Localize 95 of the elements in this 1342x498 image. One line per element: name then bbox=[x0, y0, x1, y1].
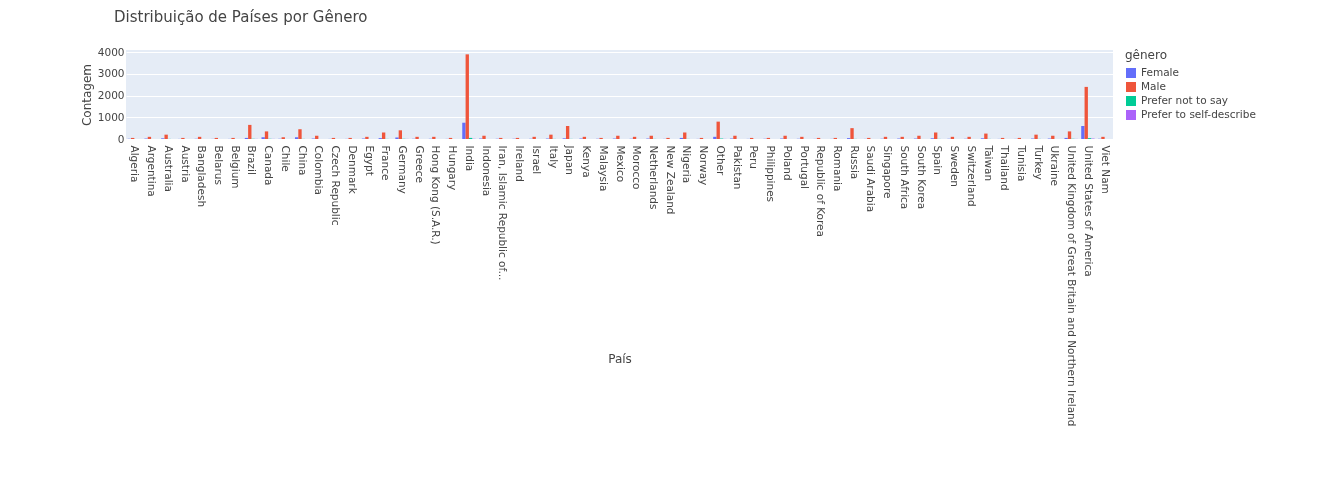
x-tick-label: Belgium bbox=[229, 145, 242, 189]
legend-label: Male bbox=[1141, 80, 1166, 92]
bar bbox=[381, 132, 386, 139]
x-tick-label: New Zealand bbox=[664, 145, 677, 215]
x-tick-label: Belarus bbox=[213, 145, 226, 185]
x-tick-label: United States of America bbox=[1082, 145, 1095, 277]
x-tick-label: South Africa bbox=[898, 145, 911, 210]
x-tick-label: Saudi Arabia bbox=[865, 145, 878, 213]
x-tick-label: Austria bbox=[179, 145, 192, 183]
bar bbox=[1101, 136, 1105, 139]
bar bbox=[713, 136, 717, 139]
legend-label: Female bbox=[1141, 66, 1179, 78]
x-tick-label: Spain bbox=[932, 145, 945, 175]
legend-label: Prefer to self-describe bbox=[1141, 108, 1256, 120]
x-tick-label: Morocco bbox=[631, 145, 644, 190]
x-tick-label: Kenya bbox=[581, 145, 594, 178]
x-tick-label: South Korea bbox=[915, 145, 928, 210]
bar bbox=[984, 133, 988, 139]
chart-title: Distribuição de Países por Gênero bbox=[114, 8, 368, 27]
x-tick-label: Chile bbox=[279, 145, 292, 172]
bar bbox=[549, 134, 553, 139]
x-tick-label: Colombia bbox=[313, 145, 326, 195]
bar bbox=[1034, 134, 1038, 139]
x-tick-label: Hungary bbox=[447, 145, 460, 191]
x-tick-label: Tunisia bbox=[1015, 144, 1028, 182]
x-tick-label: Bangladesh bbox=[196, 145, 209, 208]
bar bbox=[616, 135, 620, 139]
legend-title: gênero bbox=[1125, 48, 1167, 62]
bar bbox=[462, 122, 466, 139]
x-tick-label: Australia bbox=[162, 145, 175, 192]
bar bbox=[164, 134, 168, 139]
x-tick-label: Canada bbox=[263, 145, 276, 186]
x-tick-label: Singapore bbox=[882, 145, 895, 199]
x-tick-label: Germany bbox=[397, 145, 410, 194]
x-tick-label: China bbox=[296, 145, 309, 176]
x-tick-label: Brazil bbox=[246, 145, 259, 175]
x-tick-label: Hong Kong (S.A.R.) bbox=[430, 145, 443, 245]
bar bbox=[1084, 86, 1088, 139]
x-tick-label: Switzerland bbox=[965, 145, 978, 207]
y-tick-label: 0 bbox=[117, 132, 125, 145]
x-axis-title: País bbox=[608, 351, 632, 366]
y-tick-label: 3000 bbox=[97, 67, 125, 80]
x-tick-label: Denmark bbox=[346, 145, 359, 195]
x-tick-label: Malaysia bbox=[597, 145, 610, 192]
x-tick-label: Norway bbox=[698, 145, 711, 186]
x-tick-label: Portugal bbox=[798, 145, 811, 189]
bar bbox=[850, 128, 854, 139]
y-axis-title: Contagem bbox=[79, 63, 94, 127]
bar bbox=[465, 54, 469, 139]
x-tick-label: Greece bbox=[413, 145, 426, 183]
x-tick-label: Turkey bbox=[1032, 144, 1045, 180]
x-tick-label: Czech Republic bbox=[330, 145, 343, 226]
x-tick-label: Ireland bbox=[514, 145, 527, 182]
y-tick-label: 4000 bbox=[97, 45, 125, 58]
x-tick-label: Japan bbox=[564, 144, 577, 175]
x-tick-label: Iran, Islamic Republic of... bbox=[497, 145, 510, 281]
y-tick-label: 2000 bbox=[97, 89, 125, 102]
x-tick-label: Israel bbox=[530, 145, 543, 175]
x-tick-label: Romania bbox=[831, 145, 844, 192]
bar bbox=[264, 131, 269, 139]
x-tick-label: Viet Nam bbox=[1099, 145, 1112, 194]
bar bbox=[398, 130, 403, 139]
x-tick-label: Russia bbox=[848, 145, 861, 180]
x-tick-label: France bbox=[380, 145, 393, 181]
x-tick-label: Indonesia bbox=[480, 145, 493, 197]
x-tick-label: Peru bbox=[748, 145, 761, 169]
x-tick-label: Sweden bbox=[949, 145, 962, 187]
bar bbox=[800, 136, 804, 139]
bar bbox=[733, 135, 737, 139]
x-tick-label: United Kingdom of Great Britain and Northern Ireland bbox=[1066, 145, 1079, 427]
x-tick-label: Philippines bbox=[765, 145, 778, 203]
x-tick-label: Other bbox=[714, 145, 727, 176]
x-tick-label: Taiwan bbox=[982, 144, 995, 182]
bar bbox=[934, 132, 938, 139]
y-tick-label: 1000 bbox=[97, 110, 125, 123]
x-tick-label: India bbox=[463, 145, 476, 172]
x-tick-label: Poland bbox=[781, 145, 794, 181]
x-tick-label: Argentina bbox=[146, 145, 159, 197]
x-tick-label: Egypt bbox=[363, 145, 376, 176]
x-tick-label: Algeria bbox=[129, 145, 142, 183]
legend-label: Prefer not to say bbox=[1141, 94, 1229, 106]
bar bbox=[298, 129, 302, 139]
bar bbox=[1067, 131, 1072, 139]
bar bbox=[1081, 125, 1085, 139]
x-tick-label: Pakistan bbox=[731, 145, 744, 190]
bar bbox=[683, 132, 687, 139]
x-tick-label: Nigeria bbox=[681, 145, 694, 184]
bar bbox=[917, 135, 921, 139]
x-tick-label: Mexico bbox=[614, 145, 627, 183]
x-tick-label: Netherlands bbox=[647, 145, 660, 210]
x-tick-label: Thailand bbox=[999, 144, 1012, 191]
bar bbox=[365, 136, 369, 139]
x-tick-label: Republic of Korea bbox=[815, 145, 828, 237]
x-tick-label: Italy bbox=[547, 145, 560, 169]
x-tick-label: Ukraine bbox=[1049, 145, 1062, 187]
